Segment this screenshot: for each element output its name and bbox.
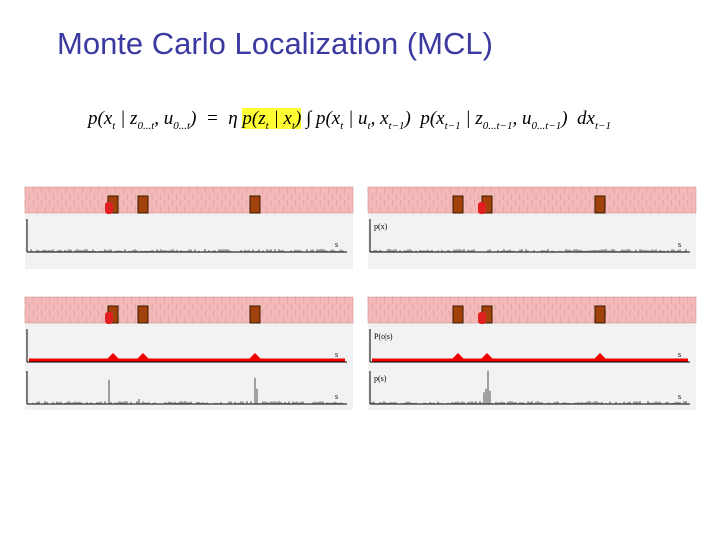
term-subscript: t−1	[444, 119, 461, 132]
term-text: p(x	[88, 108, 113, 129]
term-subscript: t	[367, 119, 371, 132]
y-label: P(o|s)	[374, 332, 393, 341]
equation-term: ) p(xt−1	[404, 108, 461, 132]
term-subscript: t−1	[594, 119, 611, 132]
equation-term: , xt−1	[370, 108, 405, 132]
term-subscript: t	[265, 119, 269, 132]
door	[137, 305, 149, 324]
equation-term: p(xt	[88, 108, 116, 132]
sensor-peak	[136, 353, 150, 360]
equation-term: η	[228, 108, 242, 129]
equation-term: | z0...t−1	[460, 108, 513, 132]
x-label: s	[335, 240, 338, 249]
term-text: | x	[268, 108, 292, 129]
term-text: , x	[370, 108, 389, 129]
term-subscript: t	[291, 119, 295, 132]
door	[594, 195, 606, 214]
door	[594, 305, 606, 324]
equation-term: p(zt	[242, 108, 269, 132]
term-text: | z	[115, 108, 138, 129]
term-text: η	[228, 108, 243, 129]
x-label: s	[335, 350, 338, 359]
term-text: )	[294, 108, 302, 129]
term-subscript: 0...t−1	[482, 119, 513, 132]
y-label: p(s)	[374, 374, 387, 383]
term-text: , u	[154, 108, 174, 129]
sensor-peak	[248, 353, 262, 360]
equation-term: | z0...t	[115, 108, 155, 132]
term-subscript: t	[340, 119, 344, 132]
term-text: p(z	[242, 108, 266, 129]
sensor-peak	[106, 353, 120, 360]
robot	[105, 312, 113, 324]
term-subscript: t	[112, 119, 116, 132]
term-text: | u	[343, 108, 368, 129]
term-subscript: 0...t	[173, 119, 191, 132]
equation-term: ) dxt−1	[561, 108, 611, 132]
term-subscript: 0...t	[137, 119, 155, 132]
equation-term: , u0...t	[154, 108, 191, 132]
robot	[105, 202, 113, 214]
equation-term: )	[294, 108, 302, 129]
term-text: | z	[460, 108, 483, 129]
equation-term: | xt	[268, 108, 295, 132]
door	[452, 195, 464, 214]
sensor-peak	[593, 353, 607, 360]
equation-term: ) =	[190, 108, 228, 129]
x-label: s	[678, 350, 681, 359]
x-label: s	[678, 392, 681, 401]
equation-term: , u0...t−1	[512, 108, 562, 132]
door	[249, 305, 261, 324]
term-text: p(x	[315, 108, 341, 129]
equation-term: p(xt	[315, 108, 344, 132]
sensor-peak	[480, 353, 494, 360]
term-subscript: 0...t−1	[531, 119, 562, 132]
equation-term: | ut	[343, 108, 371, 132]
door	[452, 305, 464, 324]
term-text: ∫	[301, 108, 316, 129]
slide-title: Monte Carlo Localization (MCL)	[57, 26, 493, 61]
door	[137, 195, 149, 214]
sensor-peak	[451, 353, 465, 360]
term-subscript: t−1	[388, 119, 405, 132]
robot	[478, 202, 486, 214]
y-label: p(x)	[374, 222, 388, 231]
robot	[478, 312, 486, 324]
x-label: s	[335, 392, 338, 401]
term-text: ) =	[190, 108, 229, 129]
equation-term: ∫	[301, 108, 316, 129]
equation: p(xt | z0...t, u0...t) = η p(zt | xt) ∫ …	[88, 108, 611, 132]
x-label: s	[678, 240, 681, 249]
term-text: , u	[512, 108, 532, 129]
door	[249, 195, 261, 214]
term-text: ) dx	[561, 108, 595, 129]
term-text: ) p(x	[404, 108, 445, 129]
